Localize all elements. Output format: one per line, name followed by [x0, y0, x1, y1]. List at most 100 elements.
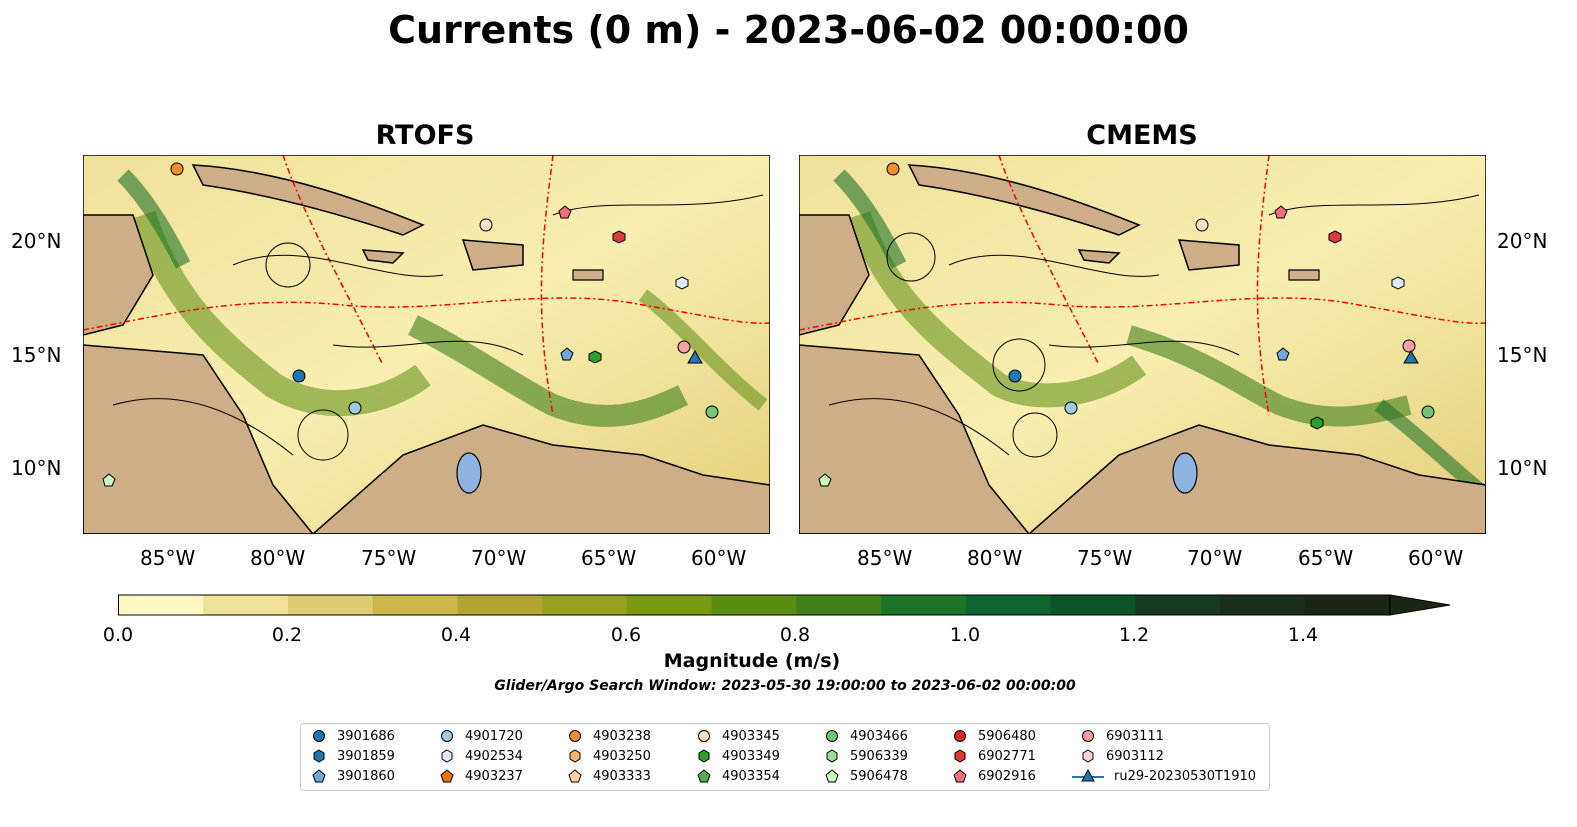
glider-ru29[interactable] — [1403, 350, 1419, 364]
colorbar-tick: 1.0 — [949, 624, 981, 646]
colorbar-bin — [965, 595, 1052, 615]
hexagon-marker-icon — [567, 748, 593, 764]
current-band — [1126, 325, 1412, 427]
hexagon-marker-icon — [1080, 748, 1106, 764]
lon-tick-left: 80°W — [250, 546, 306, 570]
eddy — [1012, 412, 1058, 458]
colorbar — [118, 594, 1451, 616]
legend-label: 3901860 — [337, 768, 395, 784]
float-4901720[interactable] — [348, 401, 362, 415]
float-6902916[interactable] — [1274, 205, 1288, 219]
legend-label: 4903237 — [465, 768, 523, 784]
float-4903345[interactable] — [1195, 218, 1209, 232]
float-4901720[interactable] — [1064, 401, 1078, 415]
legend-label: 4903466 — [850, 728, 908, 744]
float-5906478[interactable] — [102, 473, 116, 487]
float-3901860[interactable] — [560, 347, 574, 361]
legend-item: 6902771 — [952, 746, 1036, 766]
current-band — [408, 315, 688, 427]
eddy — [886, 232, 936, 282]
circle-marker-icon — [952, 728, 978, 744]
lon-tick-left: 60°W — [691, 546, 747, 570]
legend-item: 5906339 — [824, 746, 908, 766]
float-4903345[interactable] — [479, 218, 493, 232]
legend-label: 5906478 — [850, 768, 908, 784]
lon-tick-right: 70°W — [1187, 546, 1243, 570]
legend-item: 3901686 — [311, 726, 395, 746]
legend-item: 4902534 — [439, 746, 523, 766]
legend-label: ru29-20230530T1910 — [1114, 768, 1257, 784]
circle-marker-icon — [311, 728, 337, 744]
legend-item: 4903345 — [696, 726, 780, 746]
float-6902771[interactable] — [612, 230, 626, 244]
lat-tick-left: 10°N — [11, 456, 62, 480]
legend-label: 4902534 — [465, 748, 523, 764]
legend-label: 3901686 — [337, 728, 395, 744]
streamline — [1268, 194, 1480, 216]
panel-title-rtofs: RTOFS — [375, 120, 475, 151]
eddy — [992, 338, 1046, 392]
land-cuba — [191, 164, 425, 236]
eddy — [265, 242, 311, 288]
colorbar-tick: 1.4 — [1287, 624, 1319, 646]
land-hispaniola — [1177, 239, 1240, 271]
legend-item: ru29-20230530T1910 — [1072, 766, 1256, 786]
eez-boundary — [799, 297, 1486, 331]
lon-tick-left: 75°W — [361, 546, 417, 570]
pentagon-marker-icon — [824, 768, 850, 784]
colorbar-bin — [1135, 595, 1221, 615]
lon-tick-left: 65°W — [581, 546, 637, 570]
legend-item: 6902916 — [952, 766, 1036, 786]
float-4902534[interactable] — [675, 276, 689, 290]
land-central-america — [83, 344, 314, 534]
float-6902771[interactable] — [1328, 230, 1342, 244]
lon-tick-left: 85°W — [140, 546, 196, 570]
eez-boundary — [540, 155, 554, 416]
current-band — [833, 169, 907, 269]
colorbar-bin — [372, 595, 459, 615]
float-6902916[interactable] — [558, 205, 572, 219]
streamline — [332, 340, 524, 356]
colorbar-bin — [626, 595, 713, 615]
legend-item: 4903238 — [567, 726, 651, 746]
float-3901686[interactable] — [1008, 369, 1022, 383]
pentagon-marker-icon — [696, 768, 722, 784]
float-3901686[interactable] — [292, 369, 306, 383]
float-4903349[interactable] — [588, 350, 602, 364]
colorbar-tick: 1.2 — [1118, 624, 1150, 646]
float-3901860[interactable] — [1276, 347, 1290, 361]
lat-tick-right: 20°N — [1497, 229, 1548, 253]
float-4903349[interactable] — [1310, 416, 1324, 430]
float-4903238[interactable] — [170, 162, 184, 176]
colorbar-bin — [287, 595, 374, 615]
hexagon-marker-icon — [439, 748, 465, 764]
lat-tick-left: 15°N — [11, 343, 62, 367]
float-5906478[interactable] — [818, 473, 832, 487]
legend-label: 5906480 — [978, 728, 1036, 744]
float-4903466[interactable] — [705, 405, 719, 419]
float-4902534[interactable] — [1391, 276, 1405, 290]
lon-tick-right: 65°W — [1298, 546, 1354, 570]
float-6903111[interactable] — [677, 340, 691, 354]
float-4903466[interactable] — [1421, 405, 1435, 419]
lake-maracaibo — [1172, 452, 1198, 494]
map-panel-cmems — [799, 155, 1486, 534]
circle-marker-icon — [696, 728, 722, 744]
circle-marker-icon — [439, 728, 465, 744]
legend-label: 4903238 — [593, 728, 651, 744]
panel-title-cmems: CMEMS — [1086, 120, 1198, 151]
legend-label: 6902916 — [978, 768, 1036, 784]
legend-item: 4903466 — [824, 726, 908, 746]
circle-marker-icon — [824, 728, 850, 744]
legend-label: 4903349 — [722, 748, 780, 764]
float-6903111[interactable] — [1402, 339, 1416, 353]
land-yucatan — [799, 214, 870, 336]
colorbar-bin — [1220, 595, 1306, 615]
legend-item: 5906480 — [952, 726, 1036, 746]
colorbar-bin — [711, 595, 797, 615]
float-4903238[interactable] — [886, 162, 900, 176]
streamline — [232, 254, 444, 277]
glider-ru29[interactable] — [687, 350, 703, 364]
figure-title: Currents (0 m) - 2023-06-02 00:00:00 — [388, 8, 1189, 52]
current-band — [847, 211, 1147, 408]
